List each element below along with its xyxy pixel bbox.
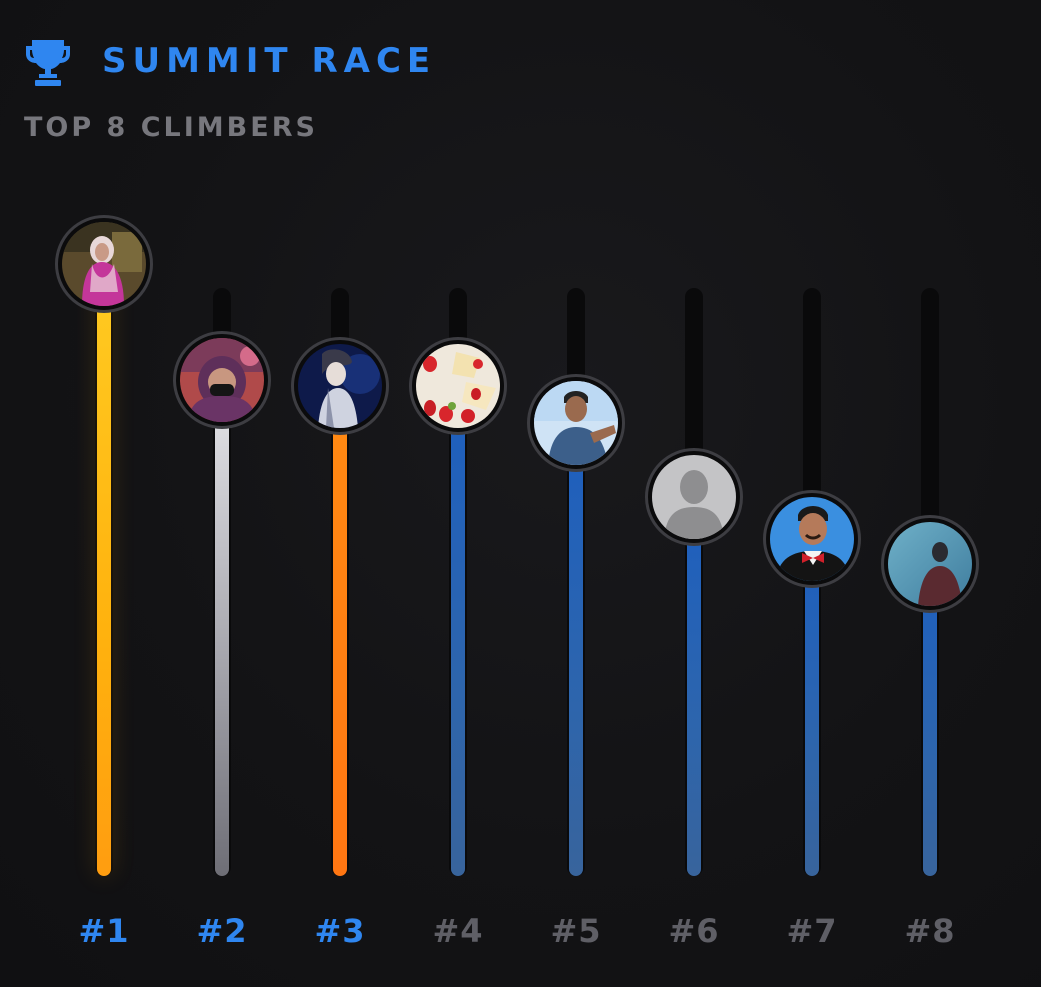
progress-fill xyxy=(805,539,819,876)
rank-label: #1 xyxy=(78,912,130,950)
rank-label: #8 xyxy=(904,912,956,950)
climber-column-8[interactable]: #8 xyxy=(871,0,989,987)
avatar[interactable] xyxy=(645,447,743,546)
rank-label: #7 xyxy=(786,912,838,950)
rank-label: #2 xyxy=(196,912,248,950)
avatar[interactable] xyxy=(173,331,271,430)
rank-label: #3 xyxy=(314,912,366,950)
avatar[interactable] xyxy=(763,490,861,589)
avatar[interactable] xyxy=(881,514,979,613)
rank-label: #6 xyxy=(668,912,720,950)
progress-fill xyxy=(687,496,701,876)
rank-label: #4 xyxy=(432,912,484,950)
progress-fill xyxy=(923,563,937,876)
avatar[interactable] xyxy=(55,215,153,313)
climber-column-2[interactable]: #2 xyxy=(163,0,281,987)
climber-column-1[interactable]: #1 xyxy=(45,0,163,987)
page-title: SUMMIT RACE xyxy=(102,41,437,81)
rank-label: #5 xyxy=(550,912,602,950)
climber-column-7[interactable]: #7 xyxy=(753,0,871,987)
default-user-icon xyxy=(652,454,736,539)
page-subtitle: TOP 8 CLIMBERS xyxy=(24,112,318,143)
avatar[interactable] xyxy=(409,337,507,436)
progress-fill xyxy=(215,380,229,876)
avatar[interactable] xyxy=(527,374,625,473)
climber-column-5[interactable]: #5 xyxy=(517,0,635,987)
climber-column-3[interactable]: #3 xyxy=(281,0,399,987)
progress-fill xyxy=(333,386,347,876)
progress-fill xyxy=(569,423,583,876)
progress-fill xyxy=(451,386,465,876)
climber-column-4[interactable]: #4 xyxy=(399,0,517,987)
climber-column-6[interactable]: #6 xyxy=(635,0,753,987)
avatar[interactable] xyxy=(291,337,389,436)
header: SUMMIT RACE xyxy=(24,36,436,86)
trophy-icon xyxy=(26,40,70,86)
progress-fill xyxy=(97,264,111,876)
